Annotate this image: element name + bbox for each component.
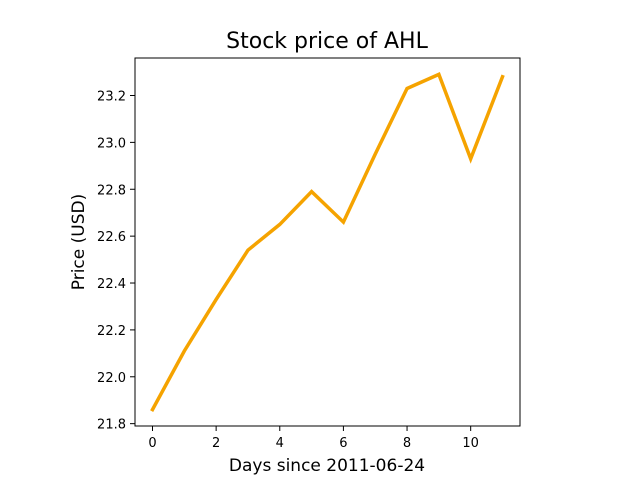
x-tick-label: 0	[148, 436, 156, 451]
y-tick-label: 22.4	[97, 277, 126, 292]
plot-area: 0 2 4 6 8 10 21.8 22.0 22.2 22.4 22.6 22.8 23.0 23.2	[97, 57, 521, 451]
x-tick-label: 2	[212, 436, 220, 451]
series-line-0	[150, 72, 505, 412]
y-tick-label: 22.2	[97, 324, 126, 339]
x-axis-label: Days since 2011-06-24	[229, 456, 425, 476]
x-tick-label: 10	[462, 436, 479, 451]
x-tick-label: 6	[339, 436, 347, 451]
y-tick-label: 22.6	[97, 230, 126, 245]
y-tick-label: 22.8	[97, 183, 126, 198]
chart-title: Stock price of AHL	[226, 29, 428, 54]
y-axis-label: Price (USD)	[69, 194, 89, 290]
plot-frame	[134, 57, 521, 427]
y-tick-label: 23.2	[97, 90, 126, 105]
y-tick-label: 21.8	[97, 418, 126, 433]
y-tick-label: 23.0	[97, 136, 126, 151]
y-tick-label: 22.0	[97, 371, 126, 386]
x-tick-label: 4	[276, 436, 284, 451]
x-tick-label: 8	[403, 436, 411, 451]
